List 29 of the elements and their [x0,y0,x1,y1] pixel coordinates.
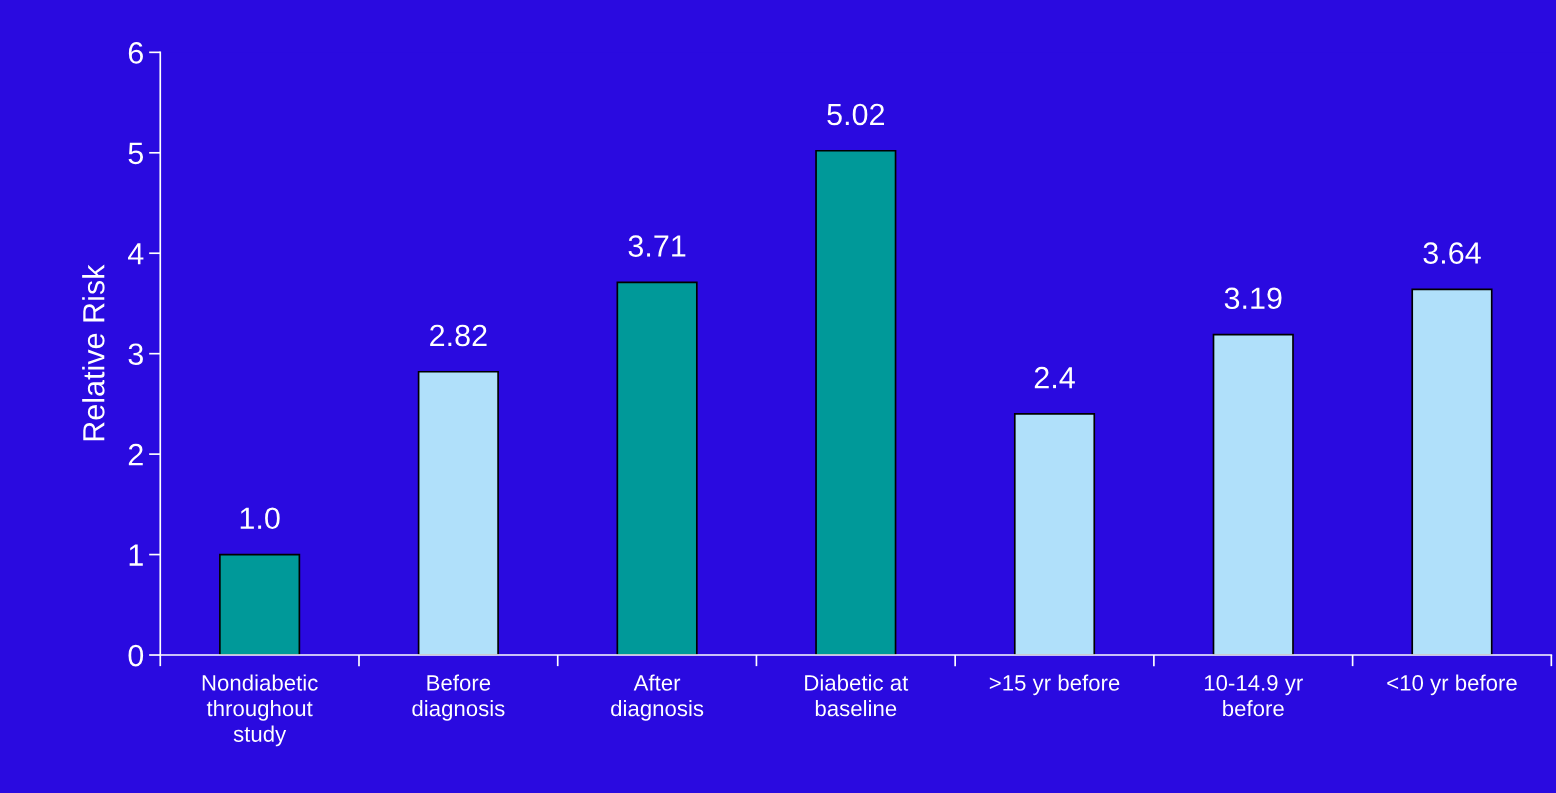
data-label: 1.0 [240,507,280,530]
y-tick-label: 2 [128,443,143,466]
bar [1212,333,1294,656]
x-tick-label: <10 yr before [1387,674,1517,696]
x-tick-label: Diabetic at baseline [805,674,909,717]
x-tick-label: Before diagnosis [412,674,505,721]
data-label: 2.4 [1034,366,1075,389]
bar [417,370,499,656]
data-label: 2.82 [430,324,487,347]
bar [1013,413,1096,656]
x-tick-label: >15 yr before [989,674,1120,696]
bar [219,553,301,656]
data-label: 3.19 [1224,287,1282,310]
data-label: 5.02 [827,103,884,126]
bar [815,149,897,656]
y-tick-label: 4 [128,243,144,265]
data-label: 3.71 [628,235,686,257]
bar [616,281,698,656]
y-tick-label: 6 [128,42,143,64]
y-axis-title: Relative Risk [82,264,105,441]
data-label: 3.64 [1423,242,1481,264]
x-tick-label: After diagnosis [611,674,704,721]
x-tick-label: Nondiabetic throughout study [202,674,318,747]
y-tick-label: 1 [129,544,143,566]
y-tick-label: 0 [128,644,144,667]
bar [1411,288,1493,656]
y-tick-label: 3 [128,343,143,366]
y-tick-label: 5 [128,142,144,165]
x-tick-label: 10-14.9 yr before [1204,675,1303,717]
